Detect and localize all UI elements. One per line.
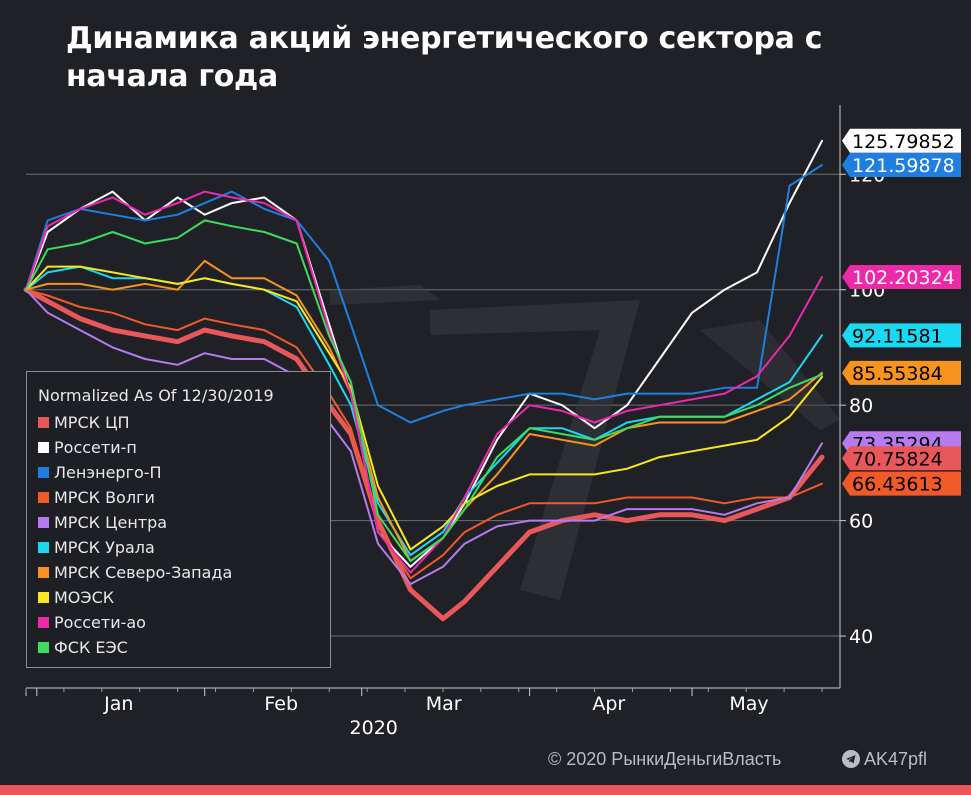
x-tick-label: Mar xyxy=(426,693,462,715)
series-line-5 xyxy=(25,288,823,586)
legend-swatch xyxy=(38,592,49,603)
legend: Normalized As Of 12/30/2019 МРСК ЦП Россе… xyxy=(26,371,331,668)
series-line-10 xyxy=(25,219,823,562)
legend-swatch xyxy=(38,417,49,428)
legend-item: Ленэнерго-П xyxy=(38,462,162,484)
legend-label: ФСК ЕЭС xyxy=(54,638,128,657)
value-tag-box xyxy=(842,153,961,178)
y-tick-label: 60 xyxy=(849,511,873,533)
legend-swatch xyxy=(38,517,49,528)
value-tag: 85.55384 xyxy=(842,360,961,385)
value-tag-box xyxy=(842,323,961,348)
legend-item: Россети-п xyxy=(38,437,137,459)
series-line-9 xyxy=(25,190,823,574)
legend-item: МОЭСК xyxy=(38,587,114,609)
legend-label: Ленэнерго-П xyxy=(54,463,162,482)
telegram-icon xyxy=(842,750,860,768)
watermark-shape xyxy=(700,320,840,430)
legend-item: МРСК Северо-Запада xyxy=(38,562,232,584)
legend-label: МОЭСК xyxy=(54,588,115,607)
legend-label: Россети-п xyxy=(54,438,137,457)
legend-swatch xyxy=(38,567,49,578)
value-tag-label: 92.11581 xyxy=(852,325,943,347)
value-tag-label: 85.55384 xyxy=(852,363,943,385)
series-line-3 xyxy=(25,164,823,424)
value-tag-box xyxy=(842,446,961,471)
legend-item: МРСК Урала xyxy=(38,537,155,559)
y-tick-label: 80 xyxy=(849,395,873,417)
legend-swatch xyxy=(38,642,49,653)
x-tick-label: May xyxy=(729,693,768,715)
x-tick-label: Feb xyxy=(264,693,298,715)
value-tag-label: 125.79852 xyxy=(852,131,955,153)
watermark-shape xyxy=(330,285,440,305)
legend-label: МРСК ЦП xyxy=(54,413,130,432)
channel-name: AK47pfl xyxy=(864,749,928,769)
value-tag-label: 121.59878 xyxy=(852,155,955,177)
value-tag-box xyxy=(842,471,961,496)
legend-swatch xyxy=(38,467,49,478)
series-layer xyxy=(23,139,825,622)
value-tag-label: 66.43613 xyxy=(852,474,943,496)
series-line-4 xyxy=(25,288,823,580)
legend-item: ФСК ЕЭС xyxy=(38,637,128,659)
series-line-1 xyxy=(23,287,825,622)
chart-title: Динамика акций энергетического сектора с… xyxy=(66,21,823,94)
value-tag-box xyxy=(842,265,961,290)
legend-item: МРСК ЦП xyxy=(38,412,130,434)
value-tag: 70.75824 xyxy=(842,446,961,471)
legend-label: Россети-ао xyxy=(54,613,146,632)
channel-credit: AK47pfl xyxy=(842,749,927,770)
legend-swatch xyxy=(38,617,49,628)
legend-title: Normalized As Of 12/30/2019 xyxy=(38,386,274,405)
x-year-label: 2020 xyxy=(350,717,398,739)
legend-swatch xyxy=(38,442,49,453)
value-tag: 121.59878 xyxy=(842,153,961,178)
legend-item: Россети-ао xyxy=(38,612,146,634)
copyright-text: © 2020 РынкиДеньгиВласть xyxy=(548,749,782,769)
legend-label: МРСК Северо-Запада xyxy=(54,563,233,582)
accent-bar xyxy=(0,785,971,795)
legend-swatch xyxy=(38,492,49,503)
value-tag-label: 102.20324 xyxy=(852,267,955,289)
watermark xyxy=(330,285,840,600)
legend-item: МРСК Центра xyxy=(38,512,167,534)
value-tag-box xyxy=(842,360,961,385)
y-tick-label: 40 xyxy=(849,626,873,648)
value-tag: 125.79852 xyxy=(842,128,961,153)
x-tick-label: Jan xyxy=(103,693,133,715)
value-tag: 92.11581 xyxy=(842,323,961,348)
legend-label: МРСК Волги xyxy=(54,488,155,507)
value-tag-box xyxy=(842,128,961,153)
series-line-2 xyxy=(25,139,823,568)
legend-label: МРСК Центра xyxy=(54,513,168,532)
value-tag: 102.20324 xyxy=(842,265,961,290)
x-tick-label: Apr xyxy=(592,693,625,715)
value-tag-label: 70.75824 xyxy=(852,448,943,470)
series-line-8 xyxy=(25,265,823,551)
legend-swatch xyxy=(38,542,49,553)
value-tag: 66.43613 xyxy=(842,471,961,496)
watermark-shape xyxy=(430,300,640,600)
legend-label: МРСК Урала xyxy=(54,538,155,557)
legend-item: МРСК Волги xyxy=(38,487,155,509)
